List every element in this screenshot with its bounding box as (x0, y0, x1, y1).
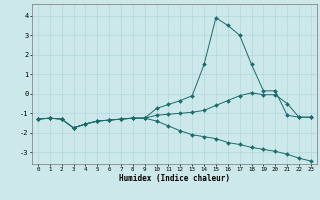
X-axis label: Humidex (Indice chaleur): Humidex (Indice chaleur) (119, 174, 230, 183)
